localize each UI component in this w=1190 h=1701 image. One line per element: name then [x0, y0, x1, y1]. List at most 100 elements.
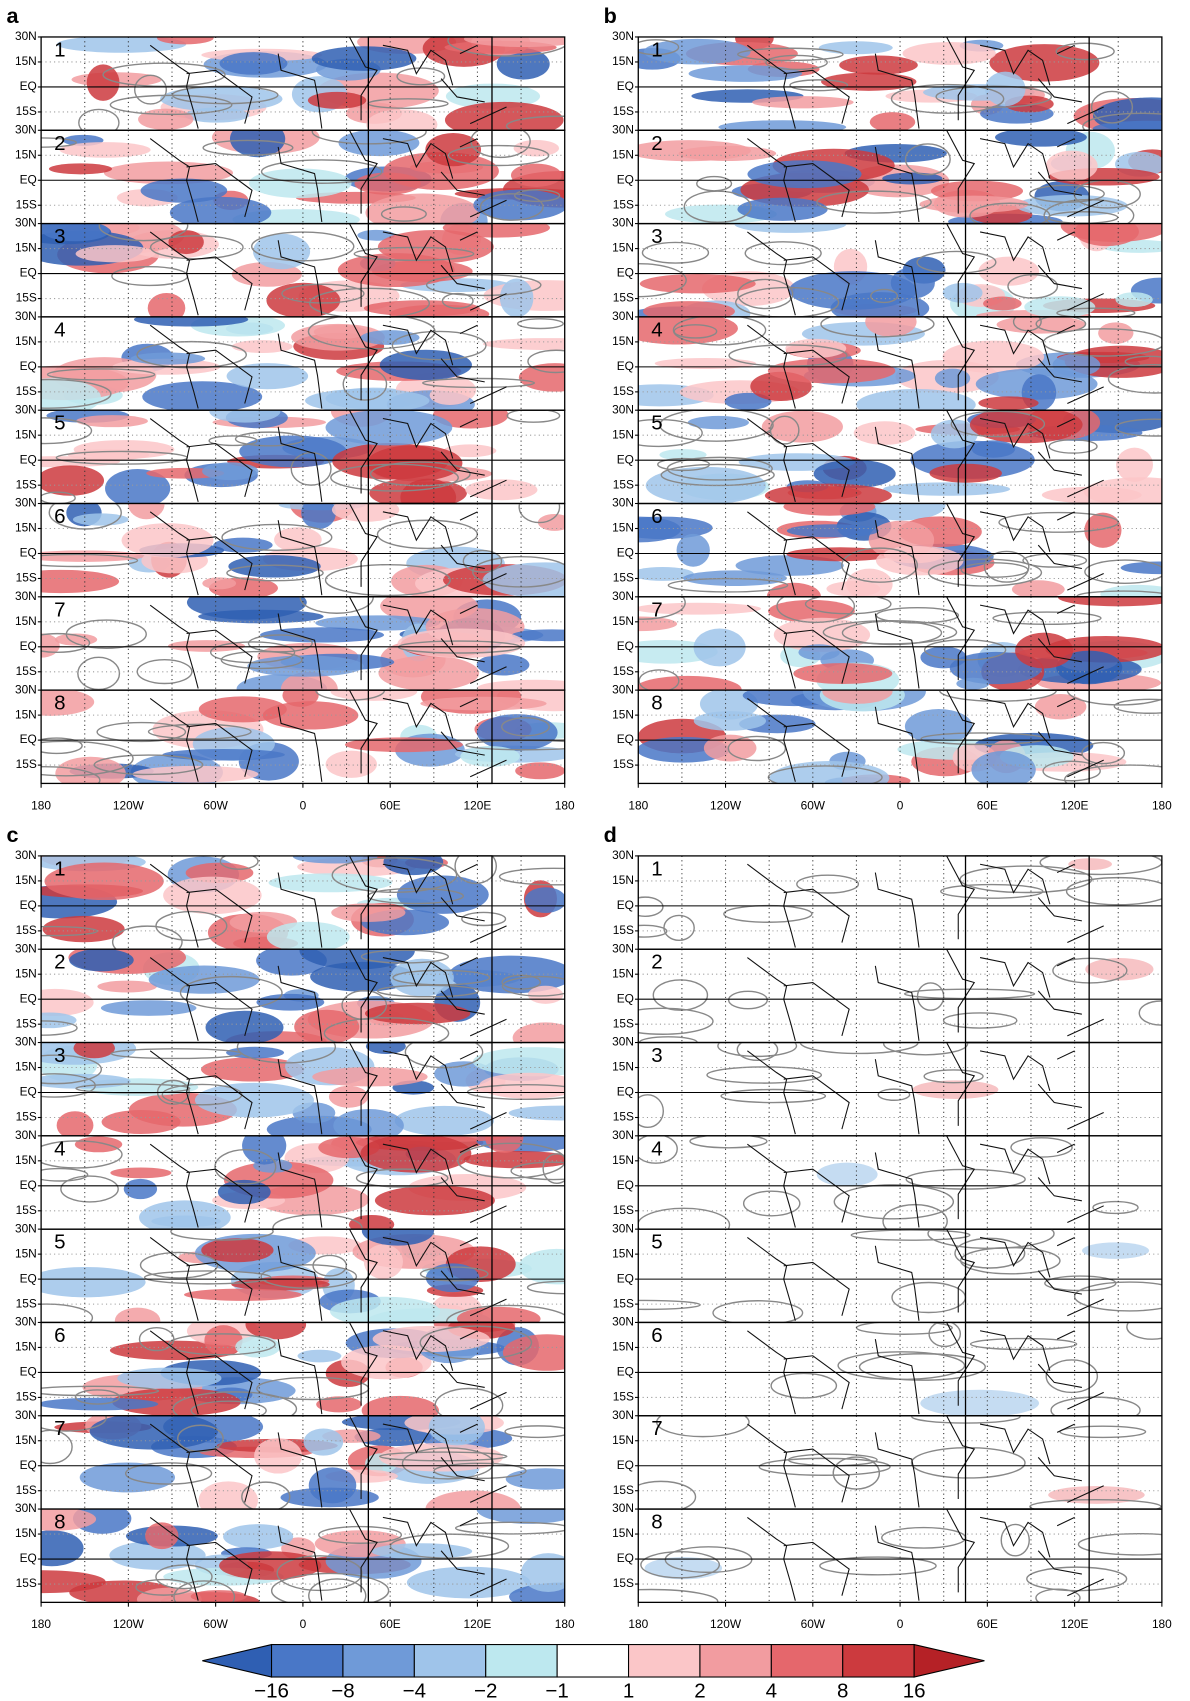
- contour: [969, 1337, 1078, 1351]
- contour: [882, 1203, 948, 1230]
- strip-number: 2: [651, 132, 662, 155]
- lat-label: 30N: [15, 122, 37, 136]
- anomaly-blob: [226, 1046, 285, 1059]
- anomaly-blob: [978, 396, 1039, 410]
- contour: [744, 241, 822, 266]
- contour: [735, 286, 840, 317]
- contour: [433, 1462, 527, 1480]
- coastline: [747, 36, 1104, 129]
- anomaly-blob: [41, 1530, 84, 1567]
- contour: [147, 723, 252, 740]
- anomaly-blob: [365, 1042, 406, 1054]
- lat-label: 15S: [613, 1110, 634, 1124]
- anomaly-blob: [511, 629, 565, 642]
- strip-number: 1: [54, 857, 65, 880]
- contour: [355, 1168, 449, 1188]
- anomaly-blob: [995, 130, 1087, 147]
- anomaly-blob: [157, 36, 214, 45]
- contour: [221, 523, 333, 551]
- lat-label: 15N: [15, 427, 37, 441]
- contour: [1126, 1322, 1162, 1340]
- lat-label: 30N: [612, 1501, 634, 1515]
- lat-label: 30N: [15, 1408, 37, 1422]
- coastline: [747, 596, 1104, 689]
- lat-label: EQ: [617, 546, 634, 560]
- anomaly-blob: [463, 36, 565, 47]
- contour: [173, 1580, 236, 1603]
- contour: [638, 896, 664, 917]
- coastline: [149, 130, 507, 223]
- coastline: [747, 410, 1104, 502]
- anomaly-blob: [818, 41, 893, 55]
- anomaly-blob: [341, 1345, 432, 1380]
- anomaly-blob: [499, 278, 534, 317]
- coastline: [747, 1509, 1104, 1601]
- anomaly-blob: [752, 96, 854, 109]
- anomaly-blob: [41, 569, 120, 594]
- panel: b 1 30N 15N EQ 15S 2 30N 15N EQ 15S 3 30N 15N EQ 15S 4 30…: [604, 3, 1173, 812]
- contour: [1107, 364, 1162, 394]
- contour: [419, 1266, 489, 1282]
- contour: [331, 857, 458, 893]
- lat-label: 15N: [612, 1526, 634, 1540]
- anomaly-blob: [737, 197, 828, 221]
- contour: [378, 1451, 508, 1462]
- lat-label: EQ: [617, 898, 634, 912]
- contour: [850, 1229, 971, 1241]
- anomaly-blob: [978, 256, 1040, 286]
- contour: [311, 130, 427, 145]
- anomaly-blob: [186, 596, 307, 620]
- contour: [179, 975, 283, 1010]
- contour: [832, 1456, 881, 1490]
- anomaly-blob: [638, 516, 713, 540]
- coastline: [149, 503, 507, 596]
- colorbar-bin: [699, 1644, 772, 1678]
- strip-number: 1: [651, 857, 662, 880]
- map-content: [41, 1415, 565, 1510]
- lat-label: 30N: [612, 1408, 634, 1422]
- contour: [928, 1322, 962, 1348]
- lat-label: 15S: [16, 571, 37, 585]
- map-content: [638, 690, 1162, 784]
- lon-label: 120W: [710, 798, 742, 812]
- contour: [479, 193, 544, 221]
- anomaly-blob: [44, 862, 164, 901]
- map-strip: 8 30N 15N EQ 15S: [612, 1501, 1163, 1604]
- map-content: [638, 1322, 1162, 1416]
- contour: [360, 949, 450, 964]
- contour: [1052, 957, 1128, 984]
- lat-label: EQ: [617, 79, 634, 93]
- map-content: [638, 1509, 1162, 1603]
- anomaly-blob: [41, 1570, 106, 1594]
- anomaly-blob: [512, 1022, 565, 1043]
- map-strip: 5 30N 15N EQ 15S: [15, 402, 566, 505]
- contour: [837, 1351, 966, 1381]
- panel: d 1 30N 15N EQ 15S 2 30N 15N EQ 15S 3 30N 15N EQ 15S 4 30…: [604, 822, 1173, 1631]
- colorbar-bin: [270, 1644, 344, 1678]
- anomaly-blob: [429, 385, 471, 406]
- anomaly-blob: [904, 709, 973, 744]
- strip-number: 3: [651, 1044, 662, 1067]
- anomaly-blob: [42, 915, 125, 943]
- contour: [1073, 1281, 1162, 1312]
- map-strip: 3 30N 15N EQ 15S: [15, 216, 566, 318]
- lat-label: 15N: [15, 1433, 37, 1447]
- lat-label: EQ: [617, 266, 634, 280]
- contour: [776, 596, 856, 624]
- anomaly-blob: [332, 443, 449, 480]
- lat-label: 30N: [612, 1128, 634, 1142]
- strip-number: 7: [54, 1417, 65, 1440]
- contour: [518, 503, 561, 524]
- contour: [1077, 1532, 1162, 1556]
- anomaly-blob: [291, 323, 385, 351]
- strip-number: 8: [54, 1511, 65, 1534]
- lat-label: 15N: [612, 54, 634, 68]
- contour: [652, 979, 709, 1011]
- contour: [391, 330, 487, 361]
- contour: [992, 611, 1102, 626]
- anomaly-blob: [786, 547, 895, 562]
- map-strip: 5 30N 15N EQ 15S: [612, 402, 1163, 505]
- anomaly-blob: [1052, 353, 1101, 377]
- contour: [318, 1525, 403, 1544]
- contour: [1056, 307, 1136, 317]
